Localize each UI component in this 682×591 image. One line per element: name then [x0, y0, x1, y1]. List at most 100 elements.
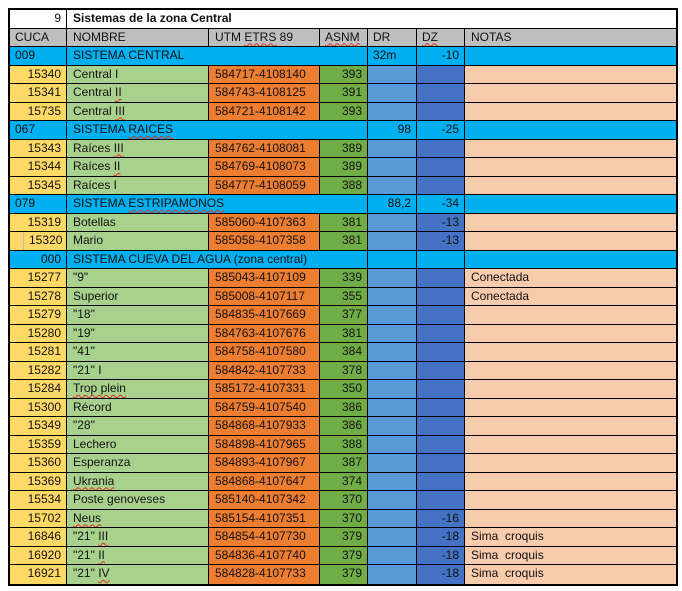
cell-notas[interactable]	[465, 343, 676, 362]
cell-dz[interactable]	[417, 491, 465, 510]
cell-nombre[interactable]: Ukrania	[67, 472, 209, 491]
cell-dr[interactable]	[368, 269, 417, 288]
cell-dz[interactable]: -34	[417, 195, 465, 214]
cell-nombre[interactable]: Esperanza	[67, 454, 209, 473]
cell-cuca[interactable]: 15281	[10, 343, 67, 362]
cell-dr[interactable]	[368, 139, 417, 158]
cell-dr[interactable]: 88,2	[368, 195, 417, 214]
cell-dz[interactable]	[417, 380, 465, 399]
cell-dr[interactable]	[368, 528, 417, 547]
cell-dr[interactable]	[368, 435, 417, 454]
cell-utm[interactable]: 584893-4107967	[209, 454, 320, 473]
cell-utm[interactable]: 584868-4107647	[209, 472, 320, 491]
cell-asnm[interactable]: 388	[320, 176, 368, 195]
cell-nombre[interactable]: SISTEMA ESTRIPAMONOS	[67, 195, 368, 214]
cell-asnm[interactable]: 381	[320, 232, 368, 251]
cell-notas[interactable]	[465, 454, 676, 473]
header-notas[interactable]: NOTAS	[465, 28, 676, 47]
cell-dr[interactable]: 32m	[368, 47, 417, 66]
header-dz[interactable]: DZ	[417, 28, 465, 47]
cell-asnm[interactable]: 370	[320, 509, 368, 528]
cell-dr[interactable]	[368, 491, 417, 510]
cell-dz[interactable]	[417, 324, 465, 343]
cell-notas[interactable]	[465, 509, 676, 528]
header-cuca[interactable]: CUCA	[10, 28, 67, 47]
cell-asnm[interactable]: 339	[320, 269, 368, 288]
cell-nombre[interactable]: Raíces III	[67, 139, 209, 158]
cell-dr[interactable]	[368, 250, 417, 269]
cell-cuca[interactable]: 15282	[10, 361, 67, 380]
cell-dr[interactable]	[368, 565, 417, 584]
cell-nombre[interactable]: "21" II	[67, 546, 209, 565]
cell-cuca[interactable]: 15279	[10, 306, 67, 325]
cell-asnm[interactable]: 378	[320, 361, 368, 380]
cell-asnm[interactable]: 381	[320, 213, 368, 232]
cell-nombre[interactable]: "28"	[67, 417, 209, 436]
cell-notas[interactable]	[465, 158, 676, 177]
cell-utm[interactable]: 584763-4107676	[209, 324, 320, 343]
cell-dz[interactable]: -13	[417, 232, 465, 251]
cell-cuca[interactable]: 15360	[10, 454, 67, 473]
cell-dz[interactable]	[417, 250, 465, 269]
cell-notas[interactable]	[465, 102, 676, 121]
cell-nombre[interactable]: Poste genoveses	[67, 491, 209, 510]
cell-asnm[interactable]: 350	[320, 380, 368, 399]
cell-dr[interactable]: 98	[368, 121, 417, 140]
cell-dz[interactable]: -18	[417, 546, 465, 565]
cell-notas[interactable]	[465, 84, 676, 103]
cell-cuca[interactable]: 16921	[10, 565, 67, 584]
cell-notas[interactable]	[465, 361, 676, 380]
cell-utm[interactable]: 585008-4107117	[209, 287, 320, 306]
cell-cuca[interactable]: 15343	[10, 139, 67, 158]
cell-nombre[interactable]: "21" III	[67, 528, 209, 547]
cell-dz[interactable]	[417, 139, 465, 158]
cell-asnm[interactable]: 379	[320, 528, 368, 547]
cell-nombre[interactable]: "9"	[67, 269, 209, 288]
cell-asnm[interactable]: 391	[320, 84, 368, 103]
header-asnm[interactable]: ASNM	[320, 28, 368, 47]
cell-nombre[interactable]: Lechero	[67, 435, 209, 454]
cell-notas[interactable]	[465, 380, 676, 399]
cell-notas[interactable]: Sima croquis	[465, 546, 676, 565]
cell-utm[interactable]: 584721-4108142	[209, 102, 320, 121]
cell-cuca[interactable]: 000	[10, 250, 67, 269]
cell-nombre[interactable]: "21" IV	[67, 565, 209, 584]
cell-nombre[interactable]: SISTEMA CENTRAL	[67, 47, 368, 66]
cell-asnm[interactable]: 389	[320, 158, 368, 177]
cell-dz[interactable]	[417, 361, 465, 380]
cell-asnm[interactable]: 388	[320, 435, 368, 454]
cell-dz[interactable]	[417, 472, 465, 491]
cell-cuca[interactable]: 15735	[10, 102, 67, 121]
cell-dz[interactable]: -10	[417, 47, 465, 66]
cell-cuca[interactable]: 15320	[10, 232, 67, 251]
cell-notas[interactable]	[465, 435, 676, 454]
cell-utm[interactable]: 584777-4108059	[209, 176, 320, 195]
cell-asnm[interactable]: 384	[320, 343, 368, 362]
cell-dz[interactable]	[417, 287, 465, 306]
cell-asnm[interactable]: 393	[320, 65, 368, 84]
cell-cuca[interactable]: 079	[10, 195, 67, 214]
cell-utm[interactable]: 584828-4107733	[209, 565, 320, 584]
cell-asnm[interactable]: 379	[320, 565, 368, 584]
cell-asnm[interactable]: 393	[320, 102, 368, 121]
cell-dr[interactable]	[368, 232, 417, 251]
cell-dz[interactable]	[417, 398, 465, 417]
cell-notas[interactable]	[465, 306, 676, 325]
cell-nombre[interactable]: Raíces I	[67, 176, 209, 195]
cell-dr[interactable]	[368, 454, 417, 473]
cell-dr[interactable]	[368, 287, 417, 306]
cell-dz[interactable]	[417, 417, 465, 436]
cell-notas[interactable]	[465, 139, 676, 158]
cell-nombre[interactable]: "18"	[67, 306, 209, 325]
cell-utm[interactable]: 584835-4107669	[209, 306, 320, 325]
cell-nombre[interactable]: Central III	[67, 102, 209, 121]
cell-asnm[interactable]: 386	[320, 398, 368, 417]
cell-dr[interactable]	[368, 102, 417, 121]
cell-dr[interactable]	[368, 472, 417, 491]
header-utm[interactable]: UTM ETRS 89	[209, 28, 320, 47]
cell-notas[interactable]: Conectada	[465, 287, 676, 306]
cell-dr[interactable]	[368, 324, 417, 343]
cell-dz[interactable]	[417, 306, 465, 325]
cell-asnm[interactable]: 355	[320, 287, 368, 306]
cell-utm[interactable]: 584898-4107965	[209, 435, 320, 454]
